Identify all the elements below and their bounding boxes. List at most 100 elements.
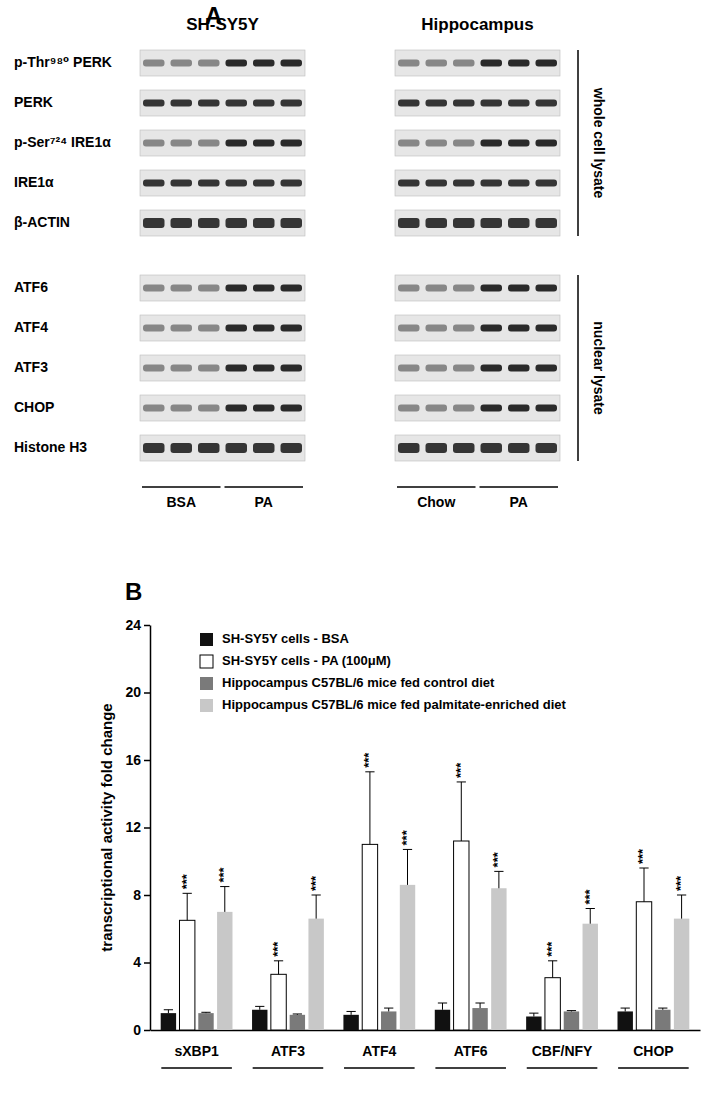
blot-band — [536, 60, 558, 67]
blot-band — [508, 325, 530, 332]
blot-band — [143, 180, 165, 187]
error-cap — [457, 781, 466, 782]
blot-band — [481, 180, 503, 187]
bar — [400, 885, 415, 1030]
blot-strip — [140, 50, 305, 76]
blot-band — [253, 405, 275, 412]
row-label: ATF3 — [14, 359, 48, 375]
blot-band — [253, 140, 275, 147]
group-label: PA — [510, 494, 528, 510]
error-bar — [220, 887, 229, 912]
error-bar — [529, 1013, 538, 1016]
error-cap — [586, 908, 595, 909]
legend-label: SH-SY5Y cells - BSA — [222, 631, 350, 646]
error-bar — [438, 1003, 447, 1010]
blot-background — [395, 395, 560, 421]
y-tick: 4 — [133, 954, 150, 970]
legend-swatch — [200, 677, 213, 690]
legend-swatch — [200, 699, 213, 712]
blot-band — [226, 325, 248, 332]
error-bar — [548, 961, 557, 978]
blot-band — [198, 60, 220, 67]
figure: ASH-SY5YHippocampusp-Thr⁹⁸⁰ PERKPERKp-Se… — [0, 0, 707, 1117]
error-stem — [442, 1003, 443, 1010]
blot-band — [398, 218, 420, 228]
bar — [674, 919, 689, 1030]
blot-band — [508, 443, 530, 453]
group-line — [397, 486, 476, 488]
category-underline — [161, 1067, 232, 1069]
legend-label: Hippocampus C57BL/6 mice fed palmitate-e… — [222, 697, 567, 712]
blot-band — [253, 285, 275, 292]
blot-band — [226, 405, 248, 412]
error-stem — [461, 782, 462, 841]
blot-band — [281, 180, 303, 187]
blot-band — [281, 285, 303, 292]
panel-a: ASH-SY5YHippocampusp-Thr⁹⁸⁰ PERKPERKp-Se… — [14, 2, 607, 510]
section-bracket — [577, 275, 579, 461]
blot-band — [198, 285, 220, 292]
blot-strip — [395, 395, 560, 421]
blot-band — [198, 218, 220, 228]
blot-strip — [140, 435, 305, 461]
bar — [308, 919, 323, 1030]
blot-band — [198, 180, 220, 187]
bar — [217, 912, 232, 1030]
blot-band — [226, 443, 248, 453]
blot-strip — [140, 315, 305, 341]
bar — [198, 1013, 213, 1030]
row-label: p-Thr⁹⁸⁰ PERK — [14, 54, 112, 70]
blot-band — [453, 180, 475, 187]
blot-band — [198, 325, 220, 332]
bar — [161, 1013, 176, 1030]
blot-band — [481, 405, 503, 412]
blot-band — [426, 285, 448, 292]
blot-band — [398, 140, 420, 147]
blot-band — [426, 443, 448, 453]
blot-band — [226, 140, 248, 147]
significance-label: *** — [308, 875, 323, 891]
blot-band — [281, 60, 303, 67]
blot-band — [253, 443, 275, 453]
blot-band — [508, 60, 530, 67]
blot-band — [426, 325, 448, 332]
blot-band — [143, 325, 165, 332]
legend-swatch — [200, 633, 213, 646]
blot-band — [398, 405, 420, 412]
y-tick: 12 — [125, 819, 150, 835]
y-tick-mark — [144, 692, 150, 694]
blot-title: SH-SY5Y — [186, 15, 259, 34]
blot-band — [453, 140, 475, 147]
series — [198, 1003, 670, 1030]
error-stem — [498, 871, 499, 888]
category-underline — [435, 1067, 506, 1069]
error-bar — [255, 1006, 264, 1009]
blot-band — [281, 218, 303, 228]
y-axis-title: transcriptional activity fold change — [98, 703, 115, 951]
category-underline — [253, 1067, 324, 1069]
error-stem — [533, 1013, 534, 1016]
error-cap — [403, 849, 412, 850]
error-cap — [438, 1003, 447, 1004]
significance-label: *** — [582, 888, 597, 904]
panel-b: B04812162024transcriptional activity fol… — [98, 578, 701, 1068]
error-cap — [529, 1013, 538, 1014]
error-cap — [293, 1013, 302, 1014]
blot-strip — [395, 210, 560, 236]
row-label: ATF6 — [14, 279, 48, 295]
error-cap — [346, 1011, 355, 1012]
y-axis: 04812162024 — [125, 617, 150, 1038]
blot-band — [171, 365, 193, 372]
blot-strip — [140, 90, 305, 116]
blot-band — [281, 405, 303, 412]
blot-band — [426, 180, 448, 187]
x-tick: CHOP — [618, 1043, 689, 1068]
error-bar — [677, 895, 686, 919]
blot-band — [398, 60, 420, 67]
blot-band — [198, 443, 220, 453]
blot-band — [508, 140, 530, 147]
error-cap — [677, 895, 686, 896]
y-tick-label: 12 — [125, 819, 141, 835]
error-bar — [183, 893, 192, 920]
bar — [290, 1015, 305, 1030]
